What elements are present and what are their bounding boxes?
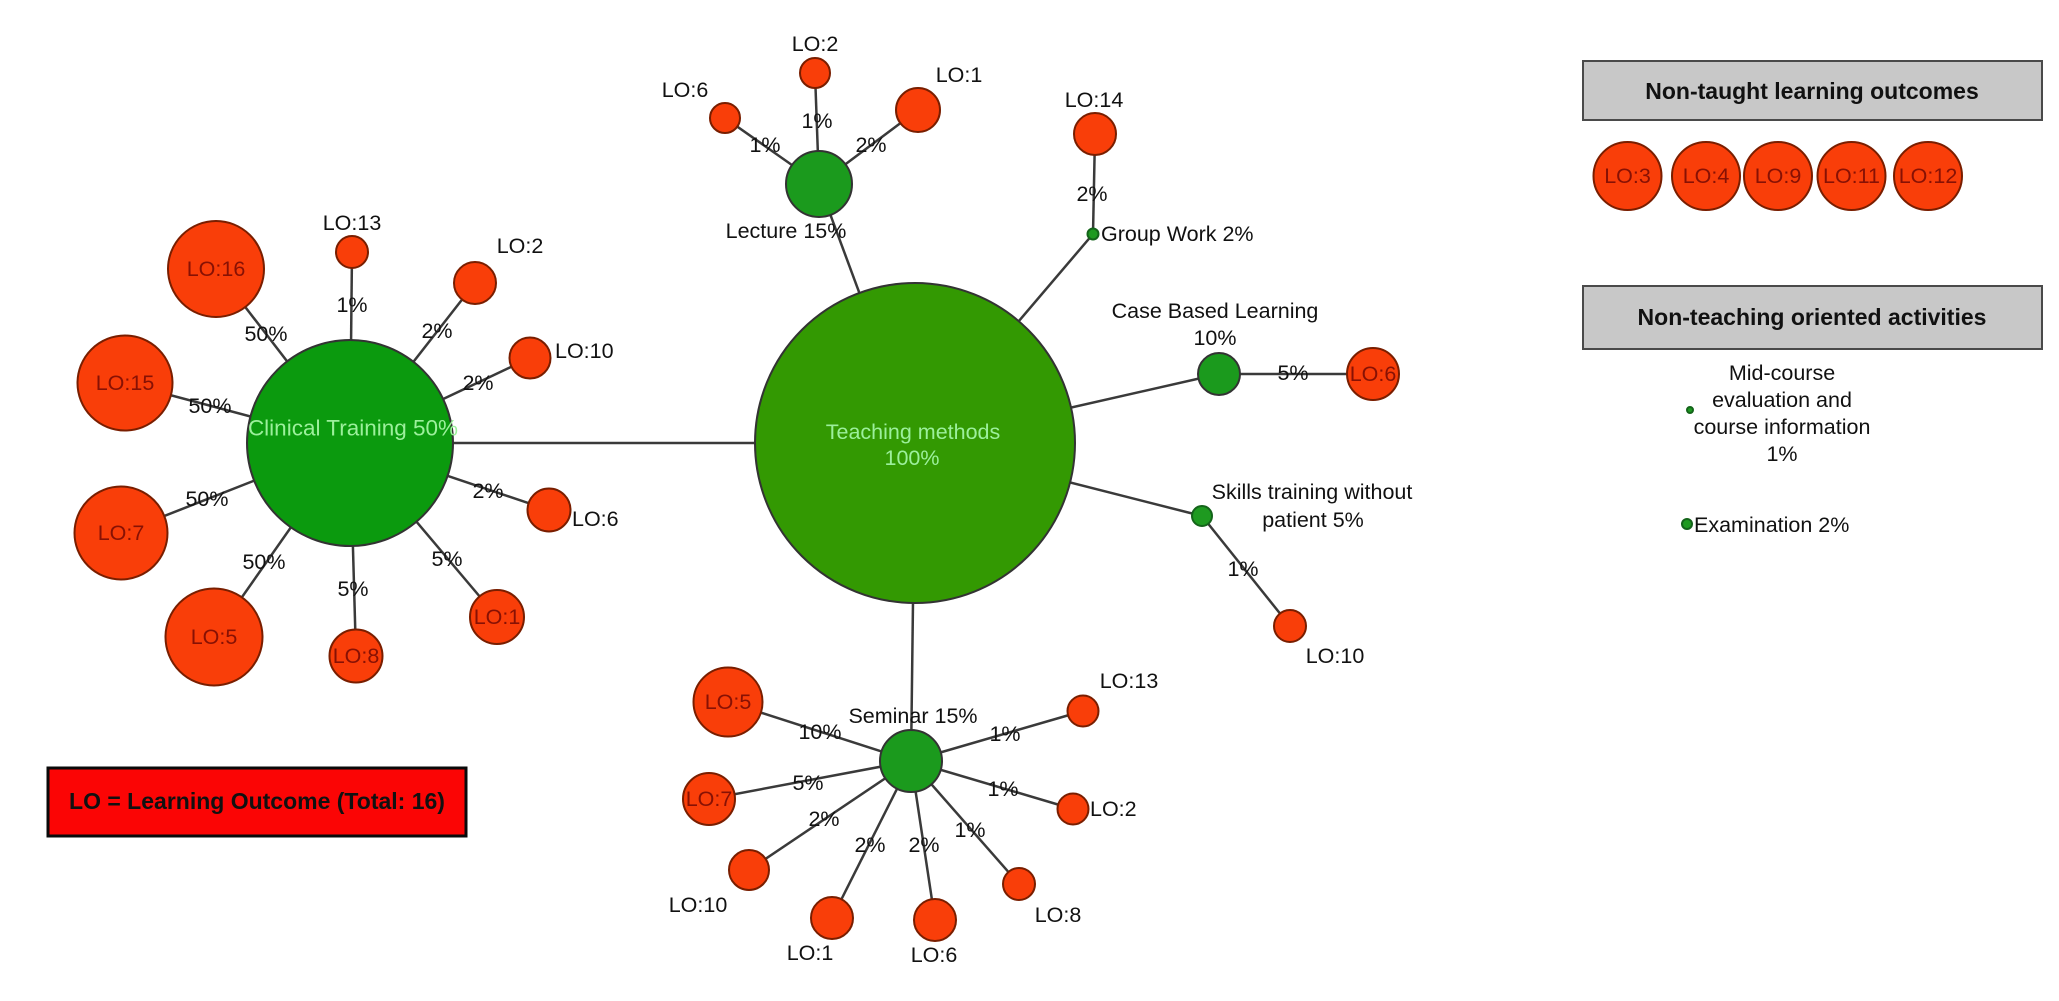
svg-text:50%: 50% <box>242 550 285 574</box>
svg-text:LO:8: LO:8 <box>1035 903 1082 927</box>
svg-text:1%: 1% <box>1766 442 1797 466</box>
svg-text:1%: 1% <box>801 109 832 133</box>
svg-text:2%: 2% <box>462 371 493 395</box>
svg-text:LO:9: LO:9 <box>1755 164 1802 188</box>
svg-text:2%: 2% <box>908 833 939 857</box>
svg-text:Non-taught learning outcomes: Non-taught learning outcomes <box>1645 78 1979 104</box>
svg-text:Seminar 15%: Seminar 15% <box>848 704 977 728</box>
svg-text:2%: 2% <box>808 807 839 831</box>
svg-text:1%: 1% <box>1227 557 1258 581</box>
svg-text:LO:11: LO:11 <box>1823 164 1880 188</box>
svg-text:LO:6: LO:6 <box>1350 362 1397 386</box>
svg-text:course information: course information <box>1694 415 1871 439</box>
svg-text:patient 5%: patient 5% <box>1262 508 1364 532</box>
svg-text:evaluation and: evaluation and <box>1712 388 1852 412</box>
svg-text:LO = Learning Outcome (Total:: LO = Learning Outcome (Total: 16) <box>69 788 445 814</box>
svg-text:LO:2: LO:2 <box>497 234 544 258</box>
svg-text:2%: 2% <box>421 319 452 343</box>
svg-text:5%: 5% <box>431 547 462 571</box>
svg-text:1%: 1% <box>336 293 367 317</box>
svg-text:5%: 5% <box>1277 361 1308 385</box>
svg-text:5%: 5% <box>792 771 823 795</box>
svg-text:50%: 50% <box>244 322 287 346</box>
svg-text:1%: 1% <box>954 818 985 842</box>
svg-text:1%: 1% <box>987 777 1018 801</box>
svg-text:5%: 5% <box>337 577 368 601</box>
svg-text:LO:6: LO:6 <box>572 507 619 531</box>
svg-text:Examination 2%: Examination 2% <box>1694 513 1849 537</box>
svg-text:2%: 2% <box>1076 182 1107 206</box>
svg-text:2%: 2% <box>855 133 886 157</box>
svg-text:LO:7: LO:7 <box>686 787 733 811</box>
svg-text:2%: 2% <box>472 479 503 503</box>
svg-text:100%: 100% <box>885 446 940 470</box>
svg-text:LO:5: LO:5 <box>705 690 752 714</box>
svg-text:10%: 10% <box>798 720 841 744</box>
svg-text:LO:7: LO:7 <box>98 521 145 545</box>
svg-text:LO:6: LO:6 <box>662 78 709 102</box>
svg-text:LO:12: LO:12 <box>1899 164 1958 188</box>
svg-text:Non-teaching oriented activiti: Non-teaching oriented activities <box>1638 304 1987 330</box>
svg-text:1%: 1% <box>749 133 780 157</box>
svg-text:LO:15: LO:15 <box>96 371 155 395</box>
svg-text:1%: 1% <box>989 722 1020 746</box>
svg-text:LO:1: LO:1 <box>474 605 521 629</box>
svg-text:Lecture 15%: Lecture 15% <box>726 219 847 243</box>
svg-text:Case Based Learning: Case Based Learning <box>1112 299 1319 323</box>
svg-text:LO:13: LO:13 <box>1100 669 1159 693</box>
svg-text:Skills training without: Skills training without <box>1212 480 1413 504</box>
svg-text:LO:2: LO:2 <box>1090 797 1137 821</box>
svg-text:50%: 50% <box>185 487 228 511</box>
svg-text:LO:10: LO:10 <box>669 893 728 917</box>
svg-text:Teaching methods: Teaching methods <box>826 420 1001 444</box>
svg-text:LO:13: LO:13 <box>323 211 382 235</box>
svg-text:LO:16: LO:16 <box>187 257 246 281</box>
svg-text:LO:8: LO:8 <box>333 644 380 668</box>
svg-text:Clinical Training 50%: Clinical Training 50% <box>248 416 458 441</box>
svg-text:50%: 50% <box>188 394 231 418</box>
svg-text:Mid-course: Mid-course <box>1729 361 1835 385</box>
svg-text:LO:4: LO:4 <box>1683 164 1730 188</box>
svg-text:LO:10: LO:10 <box>1306 644 1365 668</box>
svg-text:2%: 2% <box>854 833 885 857</box>
svg-text:LO:1: LO:1 <box>936 63 983 87</box>
svg-text:LO:3: LO:3 <box>1604 164 1651 188</box>
svg-text:LO:6: LO:6 <box>911 943 958 967</box>
svg-text:LO:10: LO:10 <box>555 339 614 363</box>
svg-text:LO:1: LO:1 <box>787 941 834 965</box>
svg-text:LO:2: LO:2 <box>792 32 839 56</box>
svg-text:Group Work 2%: Group Work 2% <box>1101 222 1254 246</box>
svg-text:10%: 10% <box>1193 326 1236 350</box>
svg-text:LO:5: LO:5 <box>191 625 238 649</box>
svg-text:LO:14: LO:14 <box>1065 88 1124 112</box>
